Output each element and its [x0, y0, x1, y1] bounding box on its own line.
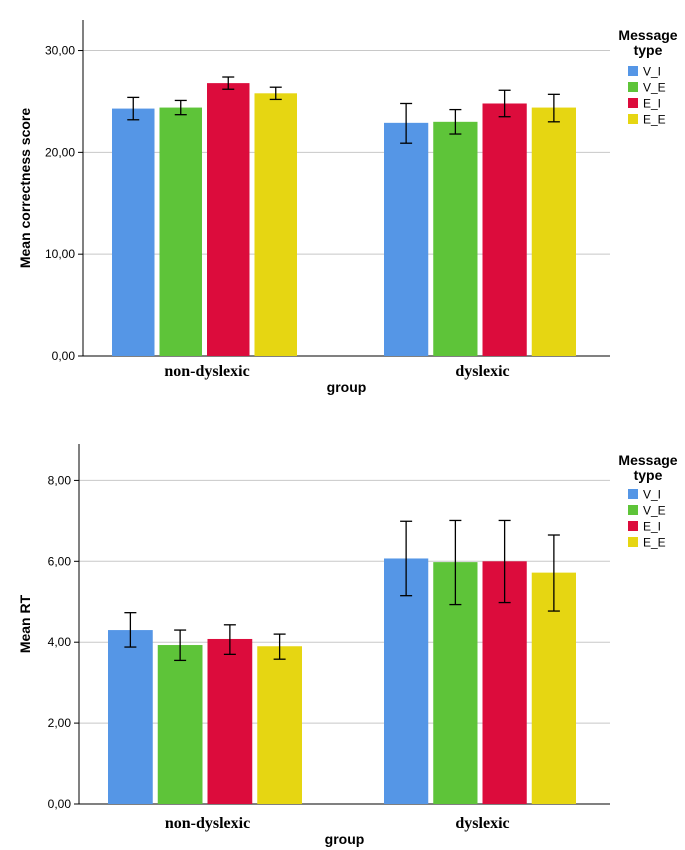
legend-swatch — [628, 82, 638, 92]
category-label: non-dyslexic — [164, 363, 249, 380]
legend-label: V_E — [643, 504, 666, 518]
legend-label: E_E — [643, 113, 666, 127]
legend-label: V_I — [643, 488, 661, 502]
bar-v-e — [433, 121, 478, 357]
legend-title: Message type — [618, 452, 677, 483]
bar-v-i — [112, 108, 155, 356]
legend-label: E_E — [643, 536, 666, 550]
category-label: dyslexic — [455, 815, 509, 832]
bar-v-i — [384, 558, 429, 804]
legend-swatch — [628, 66, 638, 76]
y-tick-label: 30,00 — [45, 44, 75, 58]
y-tick-label: 6,00 — [48, 554, 72, 568]
bar-v-i — [384, 122, 429, 356]
legend-label: E_I — [643, 97, 661, 111]
category-label: non-dyslexic — [165, 815, 250, 832]
y-tick-label: 2,00 — [48, 716, 72, 730]
x-axis-title: group — [325, 831, 365, 847]
y-tick-label: 8,00 — [48, 473, 72, 487]
legend-title: Message type — [618, 27, 677, 58]
legend-swatch — [628, 521, 638, 531]
y-tick-label: 0,00 — [48, 797, 72, 811]
bar-e-i — [482, 103, 527, 356]
legend-swatch — [628, 505, 638, 515]
bar-e-e — [254, 93, 297, 357]
y-tick-label: 10,00 — [45, 247, 75, 261]
bar-e-i — [207, 638, 253, 804]
legend-label: E_I — [643, 520, 661, 534]
legend-label: V_E — [643, 81, 666, 95]
x-axis-title: group — [327, 379, 367, 395]
y-tick-label: 20,00 — [45, 145, 75, 159]
legend-swatch — [628, 489, 638, 499]
legend-swatch — [628, 114, 638, 124]
bar-v-e — [159, 107, 202, 357]
bar-v-e — [157, 645, 203, 804]
category-label: dyslexic — [455, 363, 509, 380]
bar-e-i — [207, 83, 250, 357]
y-axis-title: Mean correctness score — [17, 108, 33, 269]
y-tick-label: 0,00 — [52, 349, 76, 363]
y-axis-title: Mean RT — [17, 594, 33, 653]
bar-v-i — [108, 630, 153, 804]
legend-label: V_I — [643, 65, 661, 79]
bar-e-e — [257, 646, 302, 804]
bar-e-e — [531, 107, 576, 357]
legend-swatch — [628, 98, 638, 108]
y-tick-label: 4,00 — [48, 635, 72, 649]
legend-swatch — [628, 537, 638, 547]
